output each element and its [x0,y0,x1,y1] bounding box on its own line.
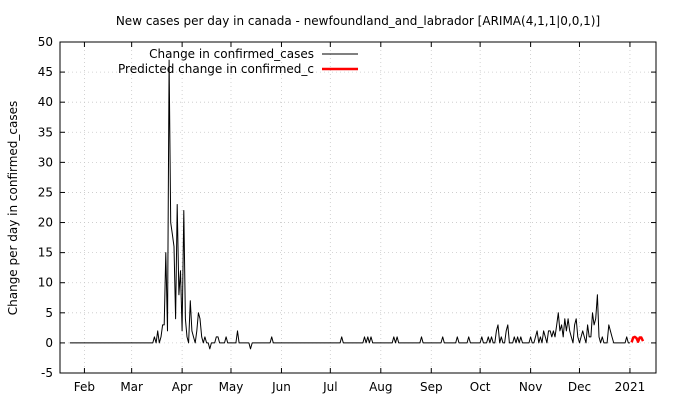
y-tick-label: 45 [38,65,53,79]
y-tick-labels: -5 0 5 10 15 20 25 30 35 40 45 50 [38,35,53,380]
y-tick-label: 15 [38,246,53,260]
x-tick-label: Jun [271,380,291,394]
y-tick-label: 35 [38,125,53,139]
y-tick-label: 50 [38,35,53,49]
x-tick-label: Apr [172,380,193,394]
x-tick-label: May [219,380,244,394]
series-lines [69,59,645,350]
y-tick-label: 5 [45,306,53,320]
plot-frame [59,41,657,374]
legend-label-predicted: Predicted change in confirmed_c [118,62,314,76]
x-tick-label: Nov [519,380,542,394]
x-tick-label: Aug [369,380,392,394]
x-tick-label: Feb [74,380,95,394]
x-tick-label: Sep [420,380,443,394]
series-line-confirmed [69,59,630,350]
x-tick-label: Oct [470,380,491,394]
x-tick-label: Mar [120,380,143,394]
chart-title: New cases per day in canada - newfoundla… [116,14,600,28]
legend: Change in confirmed_cases Predicted chan… [118,47,358,76]
axis-ticks [60,41,656,374]
x-tick-label: 2021 [615,380,646,394]
y-tick-label: 25 [38,185,53,199]
x-tick-label: Jul [322,380,337,394]
x-tick-labels: Feb Mar Apr May Jun Jul Aug Sep Oct Nov Dec 2021 [74,380,645,394]
y-tick-label: 20 [38,216,53,230]
y-axis-label: Change per day in confirmed_cases [6,101,20,316]
y-tick-label: 30 [38,155,53,169]
grid [60,41,656,374]
legend-label-confirmed: Change in confirmed_cases [149,47,314,61]
y-tick-label: -5 [41,366,53,380]
series-line-predicted [630,335,645,343]
y-tick-label: 10 [38,276,53,290]
y-tick-label: 40 [38,95,53,109]
y-tick-label: 0 [45,336,53,350]
x-tick-label: Dec [568,380,591,394]
